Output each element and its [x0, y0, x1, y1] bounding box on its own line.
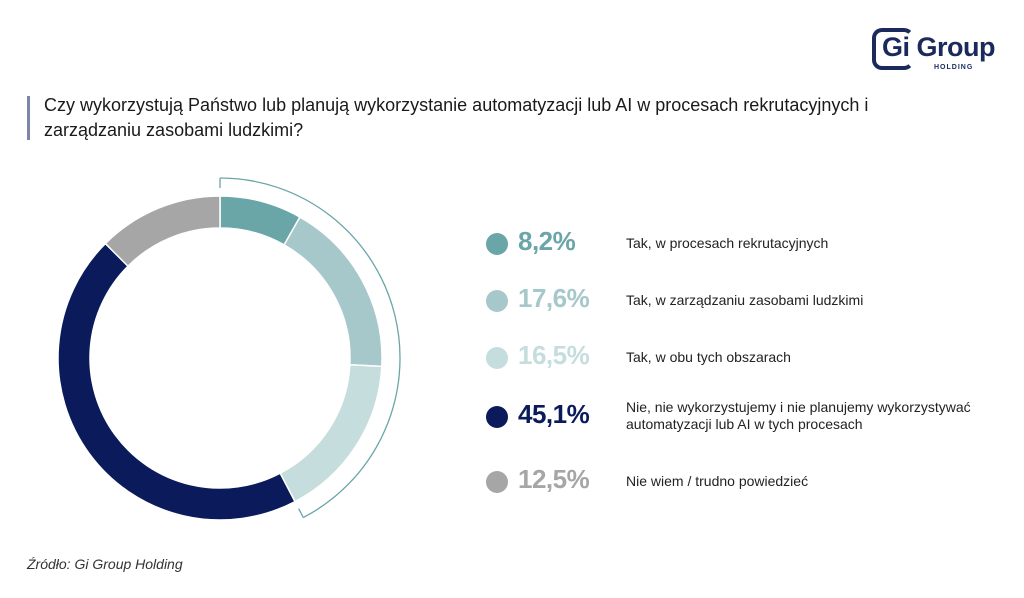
legend-swatch-icon	[486, 406, 508, 428]
donut-slice-4	[57, 242, 296, 521]
donut-slice-3	[279, 363, 383, 503]
legend-value: 8,2%	[518, 226, 576, 256]
logo-subtext: HOLDING	[934, 64, 974, 71]
donut-slice-2	[283, 216, 383, 368]
legend-swatch-icon	[486, 290, 508, 312]
legend-item-1: 8,2% Tak, w procesach rekrutacyjnych	[486, 222, 1006, 266]
donut-slice-5	[104, 195, 221, 268]
legend-label: Nie wiem / trudno powiedzieć	[626, 473, 809, 489]
legend-swatch-icon	[486, 233, 508, 255]
legend-item-2: 17,6% Tak, w zarządzaniu zasobami ludzkim…	[486, 279, 1006, 323]
legend-item-4: 45,1% Nie, nie wykorzystujemy i nie planu…	[486, 395, 1006, 439]
legend-value: 45,1%	[518, 399, 590, 429]
legend-value: 16,5%	[518, 340, 590, 370]
yes-bracket-tick-2	[298, 508, 304, 518]
donut-chart	[57, 177, 401, 521]
legend-value: 12,5%	[518, 464, 590, 494]
chart-title: Czy wykorzystują Państwo lub planują wyk…	[44, 95, 869, 140]
logo-mark-icon	[872, 28, 914, 70]
logo-text: Gi Group	[882, 32, 996, 62]
yes-bracket-arc	[219, 177, 401, 519]
source-note: Źródło: Gi Group Holding	[27, 556, 183, 572]
legend-value: 17,6%	[518, 283, 590, 313]
legend-label: Nie, nie wykorzystujemy i nie planujemy …	[626, 399, 971, 432]
legend-label: Tak, w zarządzaniu zasobami ludzkimi	[626, 292, 864, 308]
legend-swatch-icon	[486, 347, 508, 369]
legend-item-3: 16,5% Tak, w obu tych obszarach	[486, 336, 1006, 380]
legend-label: Tak, w procesach rekrutacyjnych	[626, 235, 829, 251]
legend-label: Tak, w obu tych obszarach	[626, 349, 791, 365]
title-accent-bar	[27, 96, 30, 140]
legend-item-5: 12,5% Nie wiem / trudno powiedzieć	[486, 460, 1006, 504]
legend-swatch-icon	[486, 471, 508, 493]
gi-group-logo: Gi Group HOLDING	[872, 26, 1002, 74]
